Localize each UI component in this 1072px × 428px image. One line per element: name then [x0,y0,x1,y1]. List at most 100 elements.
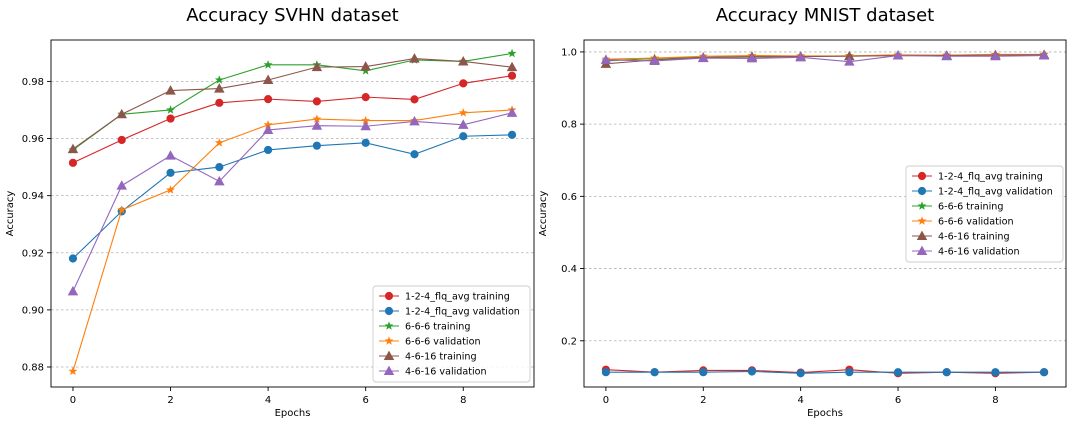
data-point [166,114,175,123]
data-point [360,120,371,131]
legend-marker [917,171,927,181]
data-point [68,366,78,376]
data-point [214,75,224,84]
series-0 [601,365,1049,378]
legend-marker [383,365,395,376]
data-point [699,368,708,377]
series-line [605,54,1045,65]
data-point [458,119,469,129]
x-axis-label: Epochs [807,408,843,419]
legend-label: 1-2-4_flq_avg training [405,292,510,303]
data-point [601,368,611,377]
data-point [166,168,175,177]
data-point [1039,368,1049,377]
data-point [650,368,659,377]
data-point [506,107,518,117]
y-tick-label: 0.8 [561,120,577,131]
data-point [116,108,127,119]
y-tick-label: 0.98 [22,77,44,88]
data-point [600,54,612,64]
data-point [649,55,660,65]
data-point [360,61,371,71]
chart-panel-1: 0.2 0.4 0.6 0.8 1.0 0 2 4 6 8 Accuracy MNIST datas… [538,5,1067,419]
x-tick-label: 2 [167,395,173,406]
data-point [264,145,273,155]
data-point [117,135,126,145]
data-point [215,162,224,172]
legend-marker [917,186,927,196]
data-point [458,55,469,66]
legend-label: 6-6-6 validation [938,217,1014,228]
data-point [892,50,904,60]
chart-panel-0: 0.88 0.90 0.92 0.94 0.96 0.98 0 2 4 6 8 Accuracy SV… [5,5,535,419]
plot-frame [583,39,1067,388]
legend-label: 4-6-16 validation [938,247,1020,258]
legend-label: 6-6-6 validation [405,337,481,348]
legend-marker [384,291,394,301]
plot-frame [50,39,535,388]
data-point [746,52,758,63]
data-point [166,185,176,194]
x-tick-label: 0 [70,395,76,406]
y-tick-label: 0.94 [22,191,44,202]
series-line [72,58,513,150]
x-tick-label: 4 [797,395,803,406]
legend-marker [916,230,928,241]
legend-box [905,165,1064,263]
data-point [507,130,517,139]
chart-title: Accuracy SVHN dataset [186,5,398,26]
chart-title: Accuracy MNIST dataset [716,5,934,26]
legend-label: 6-6-6 training [938,202,1003,213]
y-tick-label: 0.90 [22,305,44,316]
data-point [68,254,78,263]
series-line [605,54,1045,63]
x-tick-label: 6 [362,395,368,406]
legend-marker [384,336,394,345]
data-point [361,138,370,147]
data-point [991,368,1000,377]
series-4 [600,49,1050,68]
data-point [507,71,517,80]
data-point [263,60,273,69]
legend-marker [917,201,927,210]
y-axis-label: Accuracy [538,191,549,237]
x-tick-label: 8 [460,395,466,406]
data-point [312,97,321,106]
series-line [72,112,513,292]
series-0 [68,71,517,167]
legend-label: 1-2-4_flq_avg validation [938,187,1053,198]
series-line [72,75,513,164]
data-point [165,85,176,95]
data-point [67,285,79,296]
legend-box [372,285,531,383]
data-point [941,50,952,61]
data-point [844,56,855,66]
series-1 [68,130,517,263]
series-2 [68,48,517,154]
legend-label: 4-6-16 training [405,352,477,363]
x-tick-label: 2 [700,395,706,406]
data-point [215,98,224,107]
data-point [459,79,468,88]
data-point [893,368,903,377]
legend-marker [383,350,395,361]
data-point [165,150,176,160]
legend-label: 6-6-6 training [405,322,470,333]
legend-marker [916,245,928,256]
series-line [72,109,513,372]
data-point [459,132,468,141]
data-point [214,138,224,147]
x-tick-label: 4 [265,395,271,406]
y-tick-label: 0.92 [22,248,44,259]
y-tick-label: 1.0 [561,47,577,58]
data-point [117,205,127,214]
data-point [942,368,951,377]
data-point [795,51,806,62]
series-4 [67,53,518,154]
y-tick-label: 0.4 [561,264,577,275]
legend-label: 4-6-16 validation [405,367,487,378]
series-5 [67,107,518,296]
y-axis-label: Accuracy [5,191,16,237]
data-point [845,368,854,377]
